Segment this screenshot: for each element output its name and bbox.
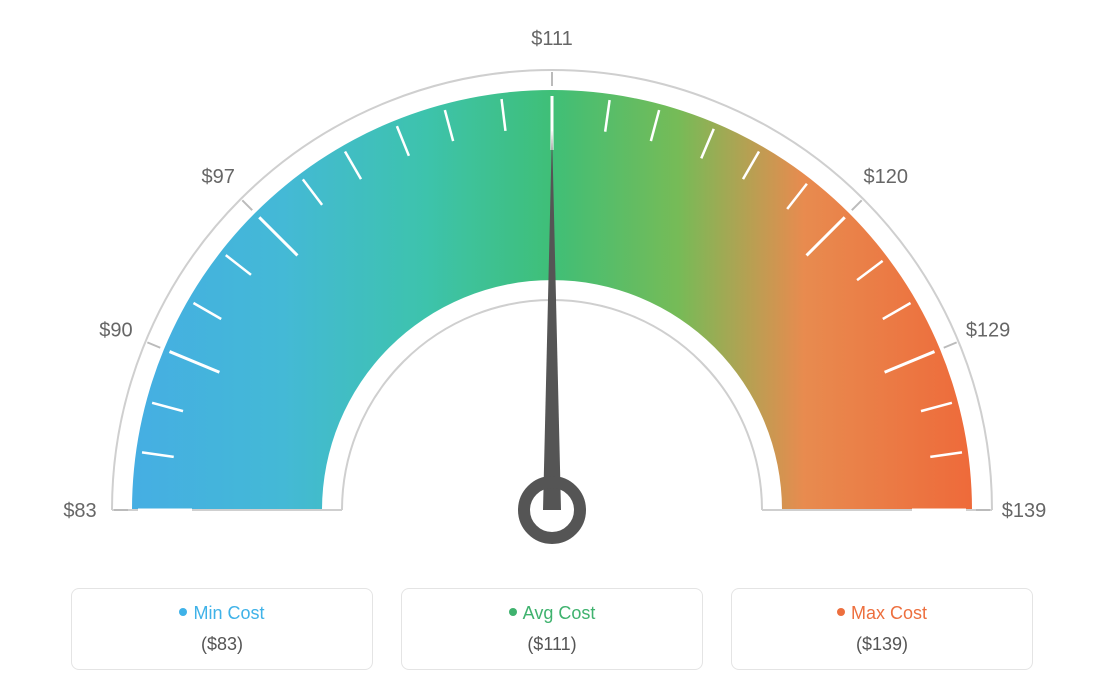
cost-gauge-chart: $83 $90 $97 $111 $120 $129 $139 Min Cost ($83)… [0, 0, 1104, 690]
legend-label-avg: Avg Cost [523, 603, 596, 623]
legend-title-max: Max Cost [732, 603, 1032, 624]
legend-dot-avg [509, 608, 517, 616]
legend-value-min: ($83) [72, 634, 372, 655]
svg-text:$111: $111 [531, 28, 573, 50]
legend-row: Min Cost ($83) Avg Cost ($111) Max Cost … [0, 588, 1104, 670]
svg-text:$120: $120 [864, 166, 909, 188]
svg-text:$97: $97 [202, 166, 235, 188]
legend-card-max: Max Cost ($139) [731, 588, 1033, 670]
legend-dot-max [837, 608, 845, 616]
svg-text:$90: $90 [99, 319, 132, 341]
legend-card-min: Min Cost ($83) [71, 588, 373, 670]
legend-value-avg: ($111) [402, 634, 702, 655]
svg-text:$83: $83 [63, 500, 96, 522]
gauge-area: $83 $90 $97 $111 $120 $129 $139 [0, 0, 1104, 570]
svg-text:$129: $129 [966, 319, 1011, 341]
legend-label-min: Min Cost [193, 603, 264, 623]
legend-label-max: Max Cost [851, 603, 927, 623]
legend-title-avg: Avg Cost [402, 603, 702, 624]
svg-text:$139: $139 [1002, 500, 1047, 522]
legend-card-avg: Avg Cost ($111) [401, 588, 703, 670]
gauge-svg: $83 $90 $97 $111 $120 $129 $139 [0, 0, 1104, 570]
legend-dot-min [179, 608, 187, 616]
legend-title-min: Min Cost [72, 603, 372, 624]
legend-value-max: ($139) [732, 634, 1032, 655]
